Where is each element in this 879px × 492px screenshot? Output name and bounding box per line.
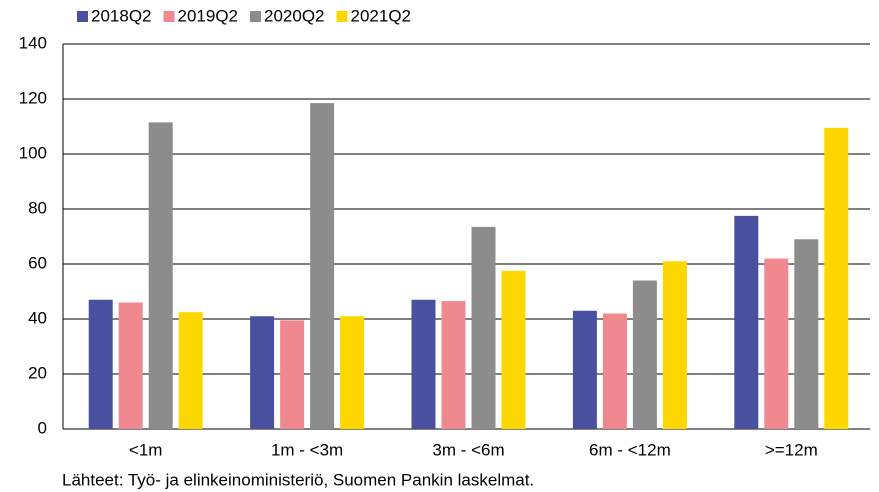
legend-swatch bbox=[336, 11, 348, 22]
x-tick-label: >=12m bbox=[765, 440, 818, 459]
legend-label: 2018Q2 bbox=[91, 6, 152, 25]
bar bbox=[310, 103, 335, 429]
bar bbox=[250, 316, 275, 429]
bar bbox=[178, 312, 203, 429]
bar bbox=[501, 270, 526, 429]
x-tick-label: 3m - <6m bbox=[432, 440, 504, 459]
y-tick-label: 60 bbox=[28, 253, 47, 272]
y-tick-label: 100 bbox=[19, 143, 47, 162]
bar bbox=[411, 299, 436, 429]
bar bbox=[632, 280, 657, 429]
x-tick-label: 1m - <3m bbox=[271, 440, 343, 459]
legend-label: 2021Q2 bbox=[351, 6, 412, 25]
x-tick-label: <1m bbox=[129, 440, 163, 459]
source-note: Lähteet: Työ- ja elinkeinoministeriö, Su… bbox=[62, 470, 534, 489]
bar bbox=[794, 239, 819, 429]
y-tick-label: 120 bbox=[19, 88, 47, 107]
legend-label: 2020Q2 bbox=[264, 6, 325, 25]
bar bbox=[340, 316, 365, 429]
legend-swatch bbox=[77, 11, 88, 22]
y-tick-label: 80 bbox=[28, 198, 47, 217]
y-tick-label: 140 bbox=[19, 33, 47, 52]
bar bbox=[662, 261, 687, 429]
legend-swatch bbox=[163, 11, 175, 22]
bar bbox=[471, 226, 496, 429]
bar bbox=[734, 215, 759, 429]
bar bbox=[764, 258, 789, 429]
legend-label: 2019Q2 bbox=[178, 6, 239, 25]
x-tick-label: 6m - <12m bbox=[589, 440, 671, 459]
bar bbox=[148, 122, 173, 429]
bar bbox=[824, 127, 849, 429]
y-tick-label: 20 bbox=[28, 363, 47, 382]
bar bbox=[602, 313, 627, 429]
y-tick-label: 40 bbox=[28, 308, 47, 327]
bar bbox=[572, 310, 597, 429]
bar bbox=[88, 299, 113, 429]
bar bbox=[280, 320, 305, 429]
bar bbox=[441, 301, 466, 429]
y-tick-label: 0 bbox=[38, 418, 47, 437]
bar bbox=[118, 302, 143, 429]
legend-swatch bbox=[250, 11, 261, 22]
